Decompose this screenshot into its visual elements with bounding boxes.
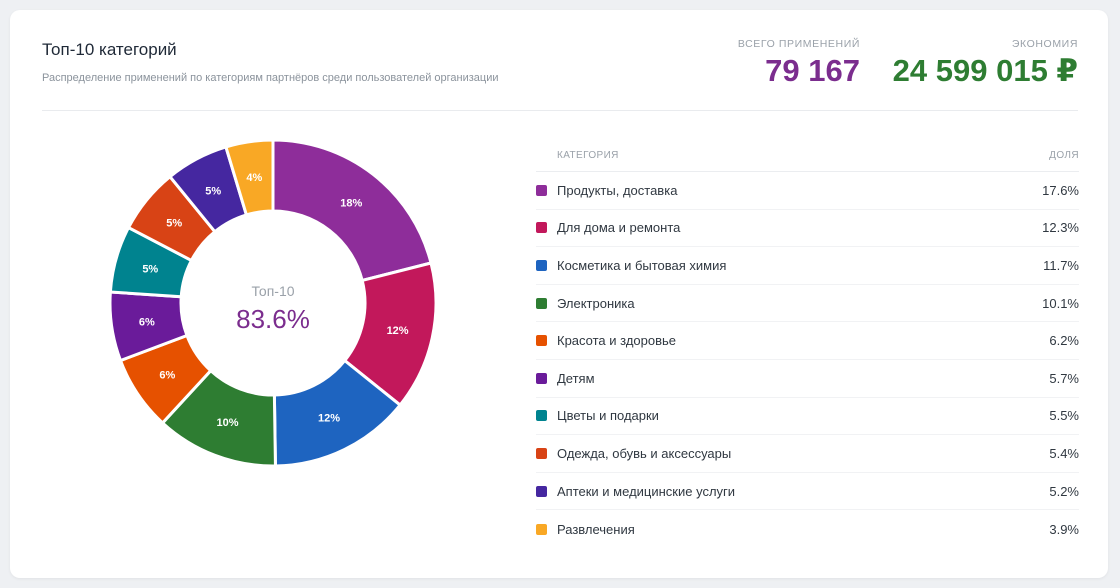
donut-chart: 18% 12% 12% 10% 6% 6% 5% 5% 5% 4% Топ-10 83.6% (108, 138, 438, 468)
legend-swatch (536, 297, 547, 309)
legend-category-label: Косметика и бытовая химия (557, 257, 727, 273)
donut-center-caption: Топ-10 (251, 283, 294, 299)
legend-category-label: Развлечения (557, 521, 635, 537)
legend-swatch (536, 447, 547, 459)
savings-label: ЭКОНОМИЯ (1011, 38, 1078, 50)
total-applications-label: ВСЕГО ПРИМЕНЕНИЙ (737, 38, 860, 50)
legend-row[interactable]: Для дома и ремонта 12.3% (536, 210, 1079, 248)
donut-slice-label: 18% (340, 197, 362, 209)
legend-share-value: 10.1% (1042, 295, 1079, 311)
legend-share-value: 11.7% (1043, 257, 1079, 273)
donut-slice[interactable] (224, 138, 275, 217)
legend-swatch (536, 335, 547, 347)
legend-share-value: 5.5% (1049, 408, 1079, 424)
legend-row[interactable]: Цветы и подарки 5.5% (536, 398, 1079, 436)
legend-swatch (536, 523, 547, 535)
legend-category-label: Продукты, доставка (557, 182, 678, 198)
savings-stat: ЭКОНОМИЯ 24 599 015 ₽ (893, 38, 1078, 88)
legend-row[interactable]: Косметика и бытовая химия 11.7% (536, 247, 1079, 285)
legend-share-value: 5.7% (1049, 370, 1079, 386)
donut-slice-label: 4% (246, 172, 262, 184)
legend-category-label: Детям (557, 370, 595, 386)
legend-header-category: КАТЕГОРИЯ (557, 150, 619, 161)
header-divider (42, 110, 1078, 111)
legend-row[interactable]: Аптеки и медицинские услуги 5.2% (536, 473, 1079, 511)
top-categories-card: Топ-10 категорий Распределение применени… (10, 10, 1108, 578)
legend-swatch (536, 259, 547, 271)
donut-slice-label: 5% (142, 263, 158, 275)
legend-share-value: 5.4% (1049, 445, 1079, 461)
legend-category-label: Цветы и подарки (557, 408, 659, 424)
legend-swatch (536, 485, 547, 497)
legend-header-share: ДОЛЯ (1049, 150, 1079, 161)
legend-share-value: 3.9% (1049, 521, 1079, 537)
donut-slice-label: 12% (318, 413, 340, 425)
total-applications-stat: ВСЕГО ПРИМЕНЕНИЙ 79 167 (738, 38, 860, 88)
legend-rows: Продукты, доставка 17.6% Для дома и ремонт… (536, 172, 1079, 548)
legend-category-label: Красота и здоровье (557, 333, 677, 349)
card-subtitle: Распределение применений по категориям п… (42, 72, 499, 84)
legend-swatch (536, 222, 547, 234)
legend-swatch (536, 184, 547, 196)
legend-swatch (536, 372, 547, 384)
legend-row[interactable]: Детям 5.7% (536, 360, 1079, 398)
donut-slice-label: 6% (159, 369, 175, 381)
card-title: Топ-10 категорий (42, 40, 177, 59)
donut-slice-label: 5% (166, 217, 182, 229)
donut-center-value: 83.6% (236, 304, 310, 334)
legend-share-value: 17.6% (1042, 182, 1079, 198)
donut-slice-label: 5% (205, 185, 221, 197)
legend-share-value: 12.3% (1042, 220, 1079, 236)
legend-row[interactable]: Красота и здоровье 6.2% (536, 322, 1079, 360)
donut-slice-label: 10% (217, 417, 239, 429)
savings-value: 24 599 015 ₽ (892, 53, 1078, 88)
donut-slice-label: 12% (387, 325, 409, 337)
legend-row[interactable]: Электроника 10.1% (536, 285, 1079, 323)
category-legend-table: КАТЕГОРИЯ ДОЛЯ Продукты, доставка 17.6% Дл… (536, 150, 1079, 548)
donut-slice-labels: 18% 12% 12% 10% 6% 6% 5% 5% 5% 4% (139, 172, 409, 429)
legend-row[interactable]: Продукты, доставка 17.6% (536, 172, 1079, 210)
total-applications-value: 79 167 (765, 53, 860, 88)
legend-swatch (536, 410, 547, 422)
donut-slices (108, 138, 438, 468)
legend-category-label: Электроника (557, 295, 635, 311)
legend-category-label: Одежда, обувь и аксессуары (557, 445, 732, 461)
legend-share-value: 6.2% (1049, 333, 1079, 349)
legend-row[interactable]: Одежда, обувь и аксессуары 5.4% (536, 435, 1079, 473)
donut-slice-label: 6% (139, 317, 155, 329)
legend-category-label: Аптеки и медицинские услуги (557, 483, 736, 499)
legend-category-label: Для дома и ремонта (557, 220, 681, 236)
legend-row[interactable]: Развлечения 3.9% (536, 510, 1079, 548)
donut-slice[interactable] (271, 138, 433, 283)
legend-share-value: 5.2% (1049, 483, 1079, 499)
legend-header: КАТЕГОРИЯ ДОЛЯ (536, 150, 1079, 172)
